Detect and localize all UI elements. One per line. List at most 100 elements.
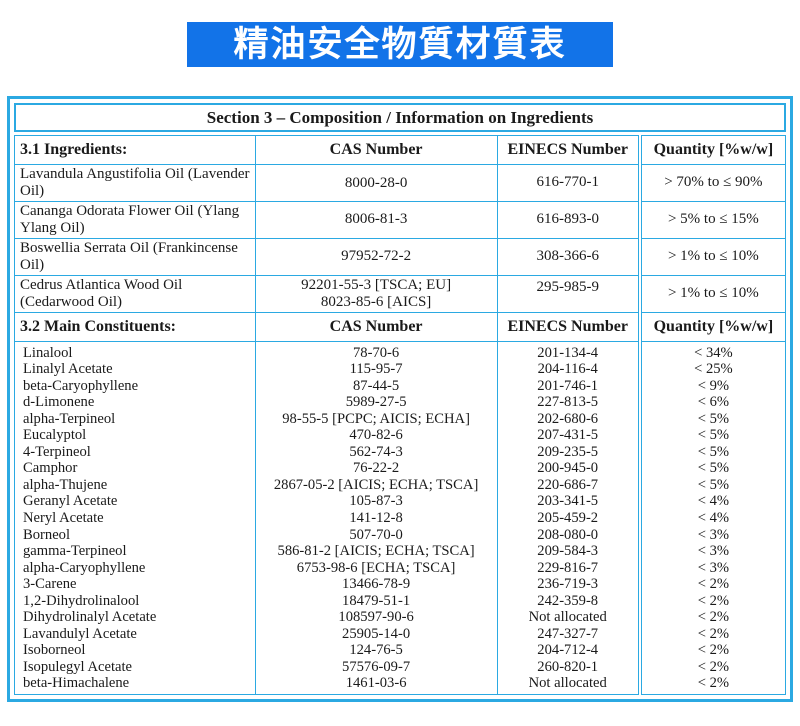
constituents-block-row: Linalool Linalyl Acetate beta-Caryophyllen… <box>14 340 786 695</box>
column-header: CAS Number <box>254 135 498 165</box>
cell-value: 98-55-5 [PCPC; AICIS; ECHA] <box>282 410 470 427</box>
column-header: Quantity [%w/w] <box>637 311 786 342</box>
cell-value: Camphor <box>23 460 78 477</box>
ingredient-name-cell: Cananga Odorata Flower Oil (Ylang Ylang … <box>14 200 256 239</box>
cell-value: Eucalyptol <box>23 427 87 444</box>
cell-value: 201-746-1 <box>537 377 599 394</box>
cell-value: 57576-09-7 <box>342 658 411 675</box>
column-header: 3.2 Main Constituents: <box>14 311 256 342</box>
quantity-cell: > 1% to ≤ 10% <box>637 237 786 276</box>
cell-value: 507-70-0 <box>349 526 403 543</box>
cell-value: Neryl Acetate <box>23 509 104 526</box>
cell-value: 209-584-3 <box>537 543 599 560</box>
cell-value: Linalyl Acetate <box>23 361 113 378</box>
cell-value: Lavandulyl Acetate <box>23 625 137 642</box>
composition-table-body: 3.1 Ingredients: CAS Number EINECS Number Q… <box>14 135 786 695</box>
cell-value: d-Limonene <box>23 394 95 411</box>
cas-number-cell: 97952-72-2 <box>254 237 498 276</box>
cas-line: 97952-72-2 <box>341 248 412 265</box>
quantity-column: < 34% < 25% < 9% < 6% < 5% < 5% < 5% < 5% < 5% < … <box>637 340 786 695</box>
cell-value: 202-680-6 <box>537 410 599 427</box>
cell-value: 204-712-4 <box>537 642 599 659</box>
cell-value: < 5% <box>697 443 730 460</box>
cell-value: < 6% <box>697 394 730 411</box>
cell-value: < 3% <box>697 526 730 543</box>
cell-value: Borneol <box>23 526 71 543</box>
column-header: EINECS Number <box>496 135 641 165</box>
quantity-cell: > 70% to ≤ 90% <box>637 164 786 202</box>
cell-value: 13466-78-9 <box>342 576 411 593</box>
cell-value: Not allocated <box>528 675 607 692</box>
cell-value: < 5% <box>697 460 730 477</box>
composition-table: 3.1 Ingredients: CAS Number EINECS Number Q… <box>14 135 786 695</box>
column-header: CAS Number <box>254 311 498 342</box>
cell-value: < 2% <box>697 576 730 593</box>
einecs-number-cell: 616-893-0 <box>496 200 641 239</box>
cell-value: < 2% <box>697 592 730 609</box>
cell-value: < 2% <box>697 675 730 692</box>
ingredient-name-cell: Boswellia Serrata Oil (Frankincense Oil) <box>14 237 256 276</box>
cell-value: 115-95-7 <box>349 361 403 378</box>
cell-value: 204-116-4 <box>537 361 598 378</box>
cell-value: < 2% <box>697 642 730 659</box>
cell-value: 260-820-1 <box>537 658 599 675</box>
cell-value: 205-459-2 <box>537 509 599 526</box>
cell-value: Not allocated <box>528 609 607 626</box>
cell-value: Geranyl Acetate <box>23 493 118 510</box>
cell-value: 470-82-6 <box>349 427 403 444</box>
cell-value: < 25% <box>694 361 733 378</box>
cell-value: 3-Carene <box>23 576 77 593</box>
cell-value: gamma-Terpineol <box>23 543 127 560</box>
cell-value: 124-76-5 <box>349 642 403 659</box>
cas-number-cell: 92201-55-3 [TSCA; EU] 8023-85-6 [AICS] <box>254 274 498 313</box>
cell-value: 200-945-0 <box>537 460 599 477</box>
cell-value: 105-87-3 <box>349 493 403 510</box>
page-title: 精油安全物質材質表 <box>187 22 613 67</box>
cell-value: 78-70-6 <box>352 344 400 361</box>
cell-value: 247-327-7 <box>537 625 599 642</box>
cell-value: 1461-03-6 <box>345 675 407 692</box>
cell-value: 6753-98-6 [ECHA; TSCA] <box>296 559 456 576</box>
cell-value: < 9% <box>697 377 730 394</box>
ingredient-row: Cananga Odorata Flower Oil (Ylang Ylang … <box>14 200 786 239</box>
quantity-cell: > 1% to ≤ 10% <box>637 274 786 313</box>
cell-value: 108597-90-6 <box>338 609 414 626</box>
quantity-cell: > 5% to ≤ 15% <box>637 200 786 239</box>
cell-value: 76-22-2 <box>352 460 400 477</box>
header-row: 3.2 Main Constituents: CAS Number EINECS N… <box>14 311 786 342</box>
cell-value: < 5% <box>697 427 730 444</box>
cell-value: < 4% <box>697 509 730 526</box>
cell-value: 2867-05-2 [AICIS; ECHA; TSCA] <box>273 476 479 493</box>
cell-value: < 2% <box>697 609 730 626</box>
cell-value: beta-Himachalene <box>23 675 130 692</box>
column-header: Quantity [%w/w] <box>637 135 786 165</box>
einecs-number-cell: 616-770-1 <box>496 164 641 202</box>
cell-value: 141-12-8 <box>349 509 403 526</box>
cell-value: < 34% <box>694 344 733 361</box>
cell-value: alpha-Terpineol <box>23 410 116 427</box>
cell-value: < 5% <box>697 410 730 427</box>
cell-value: 1,2-Dihydrolinalool <box>23 592 140 609</box>
cell-value: 203-341-5 <box>537 493 599 510</box>
cell-value: 242-359-8 <box>537 592 599 609</box>
cell-value: 201-134-4 <box>537 344 599 361</box>
cell-value: 25905-14-0 <box>342 625 411 642</box>
cas-line: 8006-81-3 <box>344 211 408 228</box>
cas-number-cell: 8000-28-0 <box>254 164 498 202</box>
cell-value: 586-81-2 [AICIS; ECHA; TSCA] <box>277 543 475 560</box>
cell-value: 220-686-7 <box>537 476 599 493</box>
cell-value: alpha-Thujene <box>23 476 108 493</box>
cell-value: 208-080-0 <box>537 526 599 543</box>
cas-line: 8023-85-6 [AICS] <box>320 293 432 310</box>
cell-value: Linalool <box>23 344 73 361</box>
constituent-name-column: Linalool Linalyl Acetate beta-Caryophyllen… <box>14 340 256 695</box>
cell-value: 5989-27-5 <box>345 394 407 411</box>
cell-value: < 3% <box>697 543 730 560</box>
ingredient-name-cell: Lavandula Angustifolia Oil (Lavender Oil… <box>14 164 256 202</box>
cell-value: Isopulegyl Acetate <box>23 658 133 675</box>
cas-number-cell: 8006-81-3 <box>254 200 498 239</box>
composition-document: Section 3 – Composition / Information on… <box>7 96 793 702</box>
column-header: 3.1 Ingredients: <box>14 135 256 165</box>
ingredient-row: Cedrus Atlantica Wood Oil (Cedarwood Oil… <box>14 274 786 313</box>
ingredient-name-cell: Cedrus Atlantica Wood Oil (Cedarwood Oil… <box>14 274 256 313</box>
